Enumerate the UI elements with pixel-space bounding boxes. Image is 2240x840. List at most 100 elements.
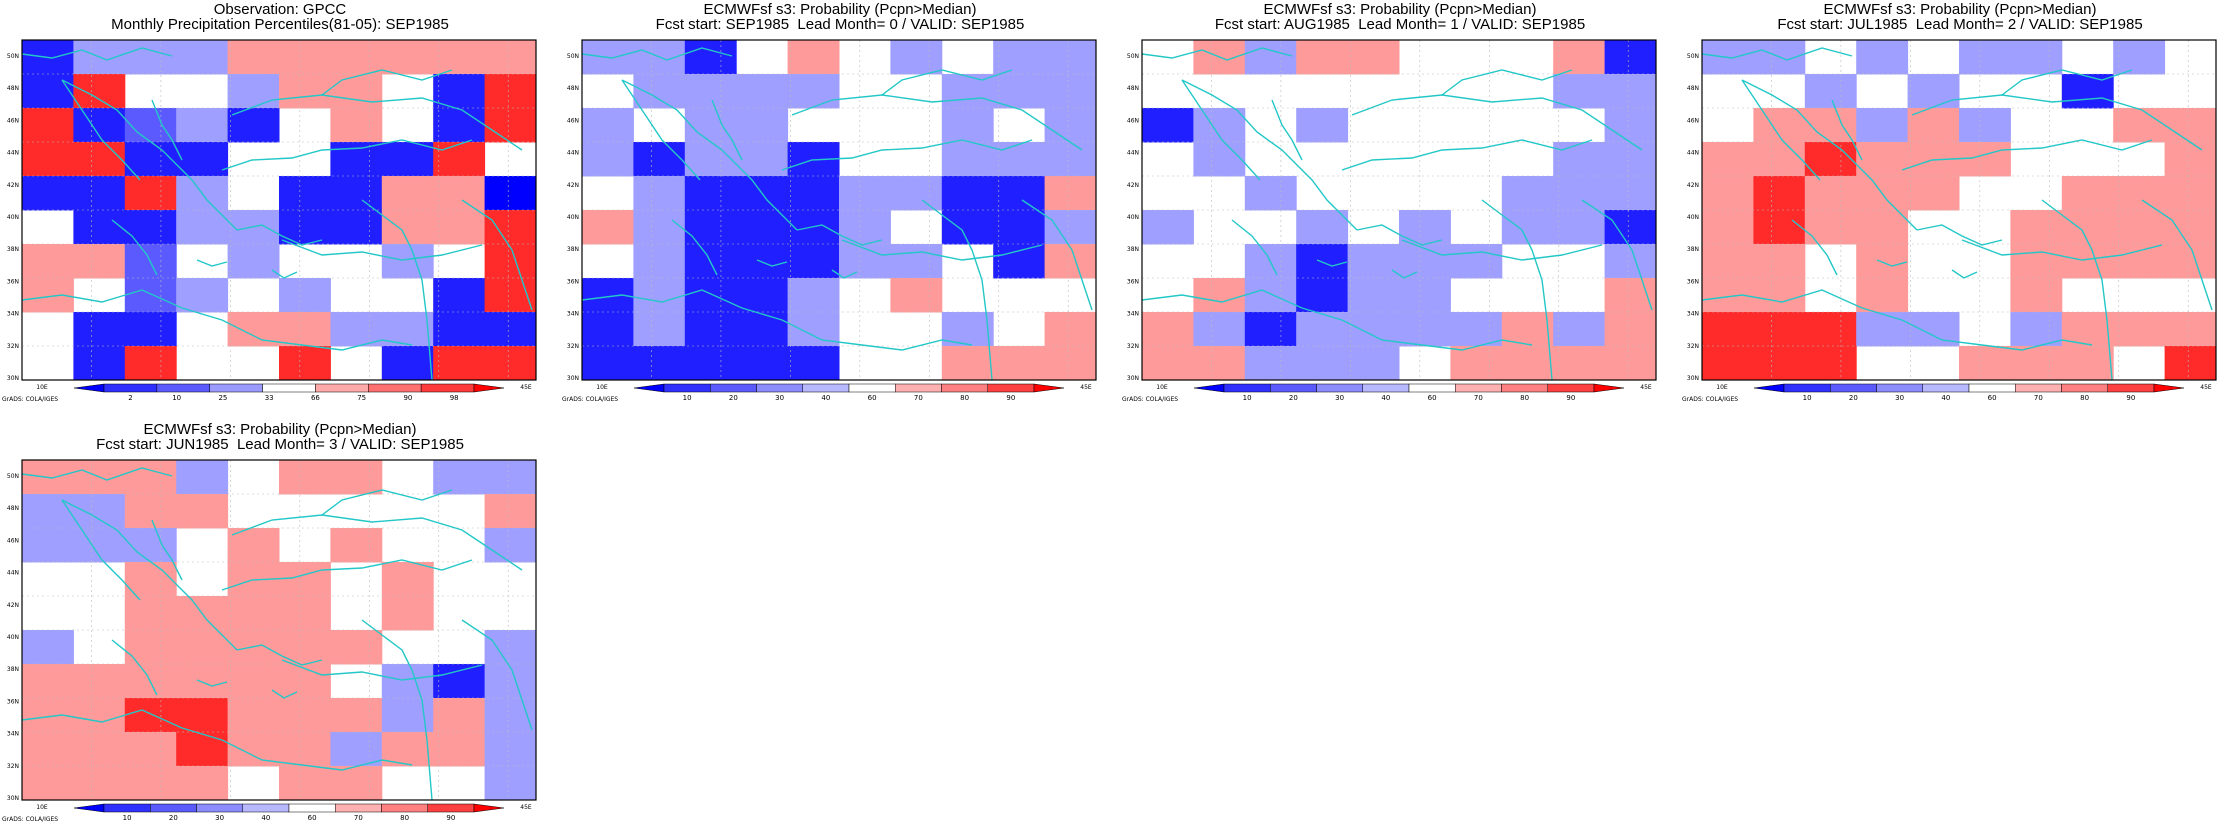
colorbar-label: 20 [729, 394, 738, 402]
map-panel-obs: Observation: GPCC Monthly Precipitation P… [0, 0, 560, 420]
colorbar-label: 80 [1520, 394, 1529, 402]
map-plot: 50N48N46N44N42N40N38N36N34N32N30N10E15E2… [7, 39, 537, 391]
colorbar: 10 20 30 40 60 70 80 90 [633, 380, 1065, 410]
colorbar-svg: 2 10 25 33 66 75 90 98 [73, 383, 505, 402]
colorbar-segment [427, 803, 475, 813]
colorbar-label: 60 [868, 394, 877, 402]
coastline [111, 639, 158, 696]
grid-cell [1804, 210, 1857, 245]
grid-cell [279, 630, 331, 665]
grid-cell [1753, 244, 1806, 279]
colorbar: 2 10 25 33 66 75 90 98 [73, 380, 505, 410]
y-tick-label: 36N [1687, 278, 1699, 285]
y-tick-label: 32N [1687, 343, 1699, 350]
grads-footer: GrADS: COLA/IGES [1122, 396, 1179, 403]
coastline [271, 689, 298, 699]
map-plot: 50N48N46N44N42N40N38N36N34N32N30N10E15E2… [7, 459, 537, 811]
grid-cell [176, 40, 229, 75]
grid-cell [1142, 108, 1194, 143]
grid-cell [1399, 278, 1451, 313]
x-tick-label: 10E [1716, 384, 1728, 391]
grid-cell [1244, 278, 1297, 313]
colorbar-label: 10 [1803, 394, 1812, 402]
y-tick-label: 32N [7, 343, 19, 350]
grid-cell [22, 664, 74, 699]
colorbar-label: 80 [960, 394, 969, 402]
colorbar-segment [1501, 383, 1548, 393]
grid-cell [484, 460, 537, 495]
x-tick-label: 45E [520, 804, 532, 811]
colorbar-label: 40 [261, 814, 270, 822]
grid-cell [1604, 244, 1657, 279]
coastline [196, 679, 228, 687]
grid-cell [330, 460, 383, 495]
grid-cell [1399, 312, 1451, 347]
colorbar-label: 10 [1243, 394, 1252, 402]
grid-cell [227, 74, 280, 109]
grid-cell [22, 244, 74, 279]
coastline [236, 224, 323, 246]
map-svg: 50N48N46N44N42N40N38N36N34N32N30N10E15E2… [1127, 39, 1657, 391]
coastline [921, 199, 993, 381]
grid-cell [2061, 176, 2114, 211]
grid-cell [381, 562, 434, 597]
grid-cell [633, 346, 686, 381]
y-tick-label: 42N [1127, 182, 1139, 189]
grid-cell [73, 528, 126, 563]
grid-cell [176, 460, 229, 495]
colorbar-segment [1783, 383, 1831, 393]
grid-cell [433, 142, 486, 177]
grid-cell [1044, 40, 1097, 75]
plot-frame [1701, 39, 2217, 381]
coastline [111, 219, 158, 276]
grid-cell [227, 698, 280, 733]
coastline [1831, 99, 1863, 161]
colorbar-label: 40 [821, 394, 830, 402]
grid-cell [2164, 210, 2217, 245]
grid-cell [433, 664, 486, 699]
coastline [361, 619, 433, 801]
grid-cell [1296, 278, 1349, 313]
grid-cell [1553, 210, 1606, 245]
grid-cell [484, 74, 537, 109]
grid-cell [279, 278, 331, 313]
grid-cell [73, 664, 126, 699]
grid-cell [124, 562, 177, 597]
grid-cell [330, 630, 383, 665]
grid-cell [1702, 346, 1754, 381]
grid-cell [381, 346, 434, 381]
grid-cell [22, 494, 74, 529]
grid-cell [2061, 244, 2114, 279]
grid-cell [2061, 74, 2114, 109]
grid-cell [1296, 40, 1349, 75]
colorbar-segment [150, 803, 197, 813]
grid-cell [73, 766, 126, 801]
grid-cell [941, 176, 994, 211]
grid-cell [787, 40, 840, 75]
grid-cell [1347, 278, 1400, 313]
coastline [281, 239, 483, 261]
grid-cell [279, 698, 331, 733]
coastline [1916, 224, 2003, 246]
grid-cell [124, 494, 177, 529]
y-tick-label: 32N [7, 763, 19, 770]
grid-cell [633, 278, 686, 313]
grid-cell [279, 596, 331, 631]
grid-cell [124, 630, 177, 665]
grid-cell [1244, 346, 1297, 381]
grid-cell [124, 40, 177, 75]
grid-cell [890, 176, 943, 211]
grid-cell [484, 108, 537, 143]
grid-cell [1753, 346, 1806, 381]
grid-cell [484, 176, 537, 211]
grid-cell [484, 278, 537, 313]
grid-cell [787, 278, 840, 313]
coastline [461, 199, 533, 311]
grid-cell [1604, 40, 1657, 75]
grid-cell [330, 312, 383, 347]
colorbar-label: 75 [357, 394, 366, 402]
grid-cell [2010, 346, 2063, 381]
grid-cell [227, 596, 280, 631]
grid-cell [787, 176, 840, 211]
grid-cell [1702, 142, 1754, 177]
